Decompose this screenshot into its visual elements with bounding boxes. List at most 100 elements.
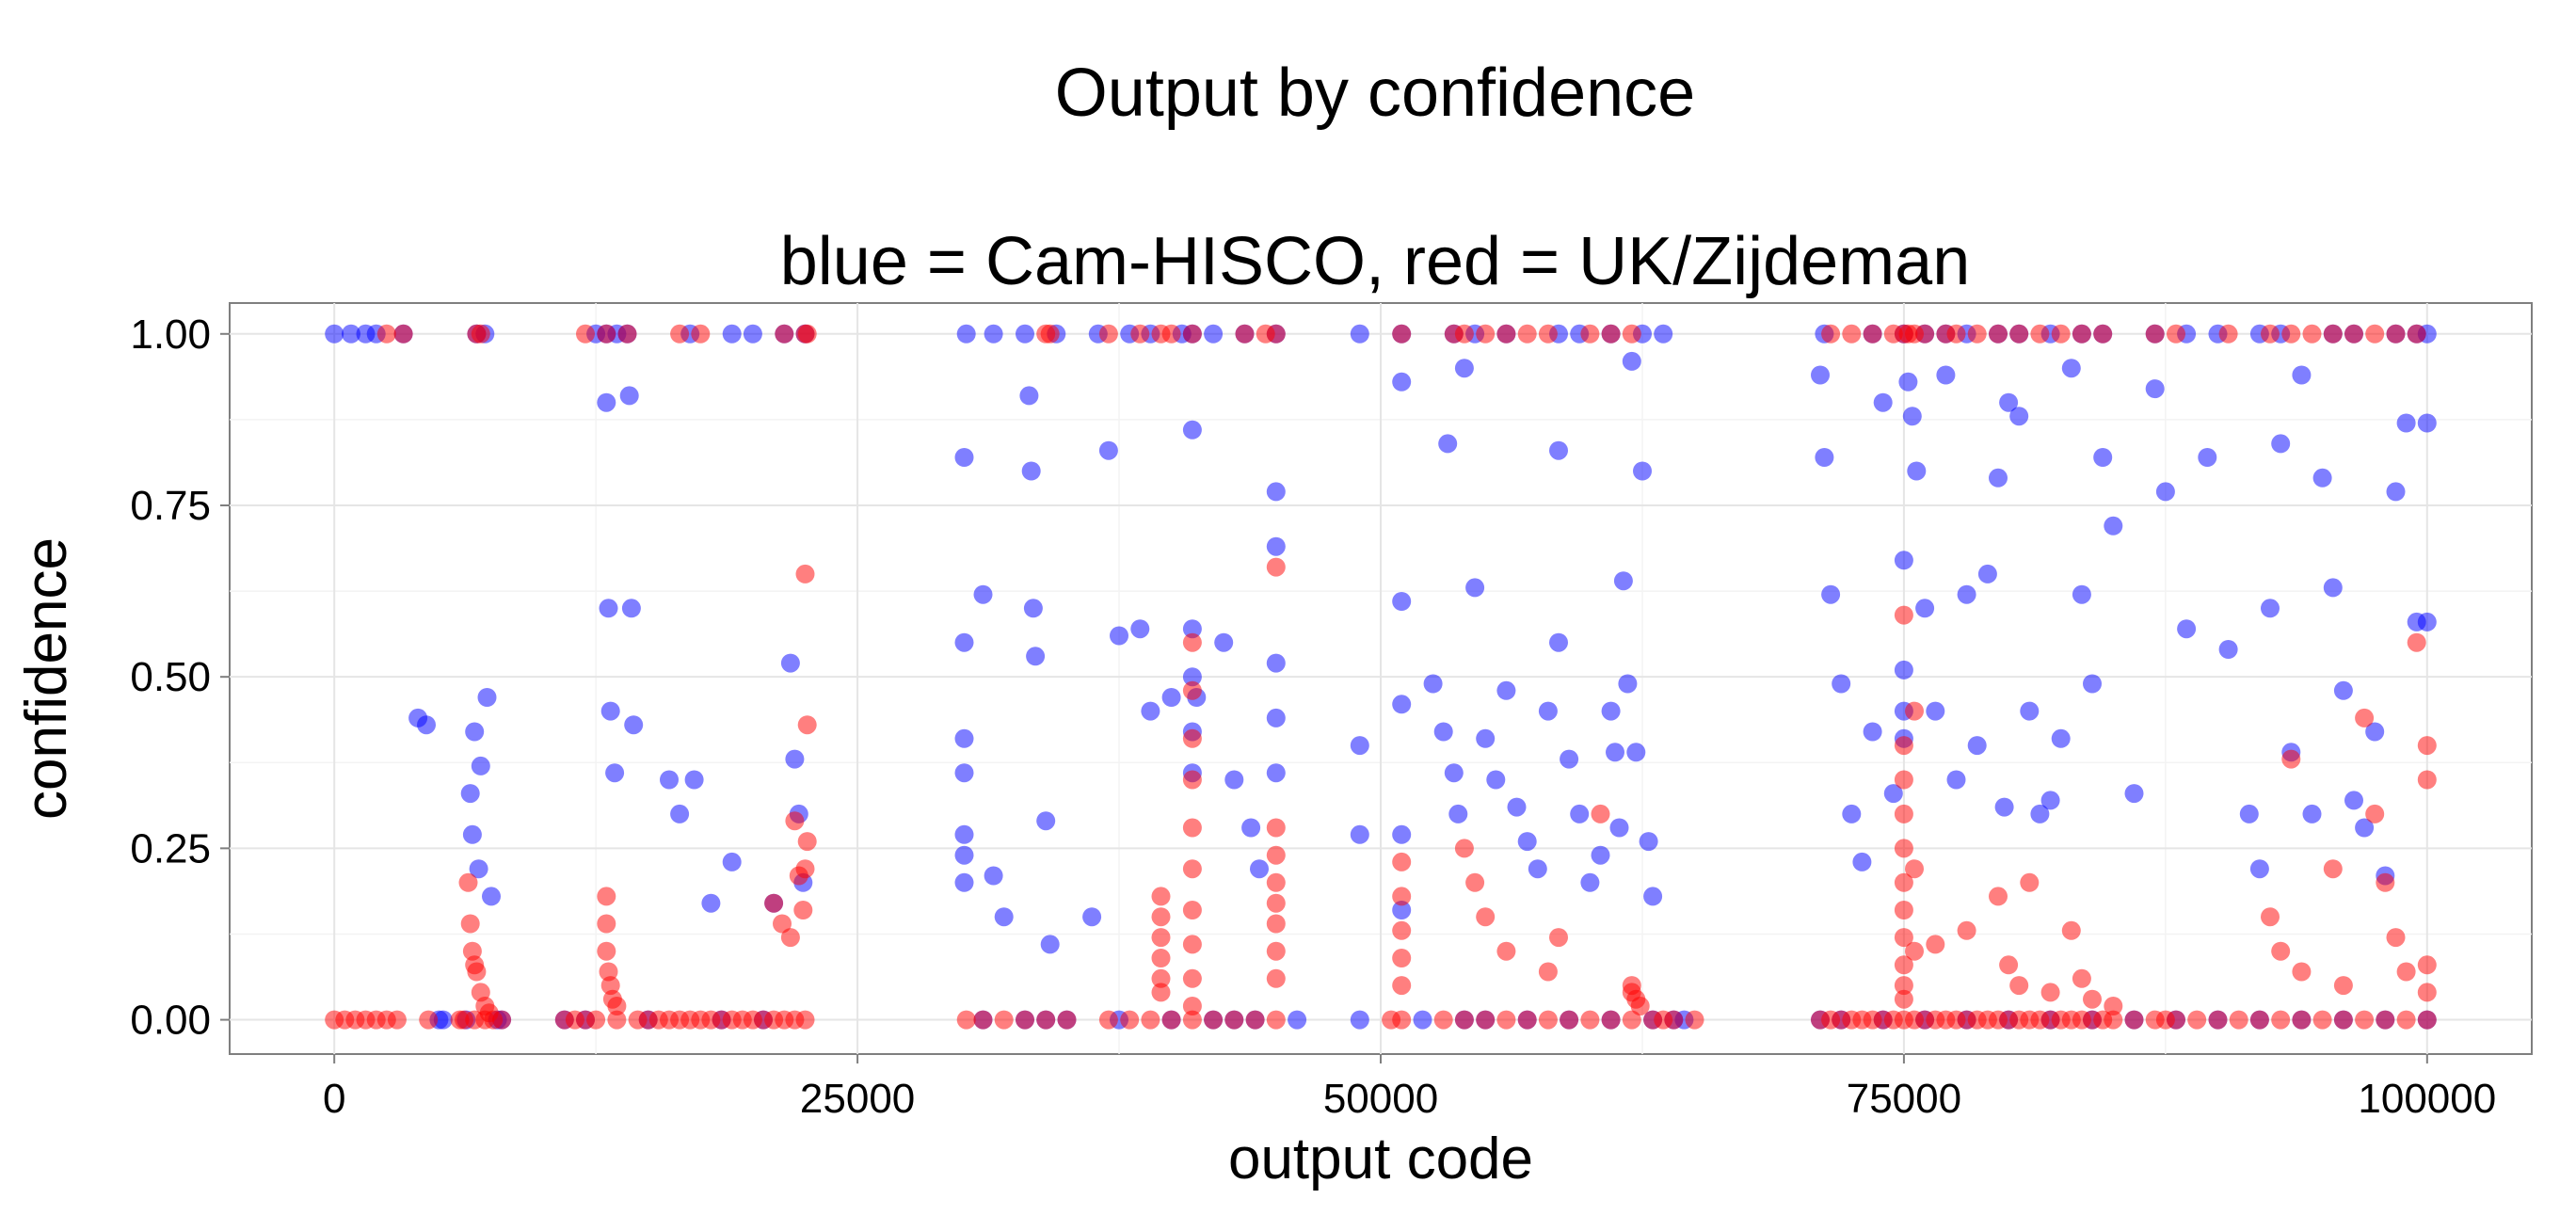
data-point <box>1685 1010 1704 1030</box>
data-point <box>1151 928 1171 948</box>
data-point <box>1476 907 1496 927</box>
data-point <box>797 324 817 344</box>
data-point <box>1151 949 1171 967</box>
data-point <box>2417 955 2437 975</box>
data-point <box>1182 818 1202 838</box>
data-point <box>1613 571 1633 591</box>
data-point <box>1448 804 1468 823</box>
data-point <box>1141 701 1160 721</box>
data-point <box>1266 845 1286 865</box>
data-point <box>1507 797 1527 817</box>
data-point <box>2386 482 2406 502</box>
data-point <box>1057 1010 1077 1030</box>
data-point <box>2030 324 2050 344</box>
data-point <box>1130 324 1150 344</box>
y-axis-label: confidence <box>14 537 79 820</box>
data-point <box>1915 599 1935 618</box>
data-point <box>2302 324 2322 344</box>
data-point <box>1266 872 1286 892</box>
data-point <box>1570 804 1590 823</box>
data-point <box>2249 859 2269 879</box>
data-point <box>1161 688 1181 707</box>
data-point <box>1120 1010 1140 1030</box>
data-point <box>793 901 813 919</box>
data-point <box>1350 1010 1369 1030</box>
data-point <box>1350 736 1369 756</box>
data-point <box>795 1010 815 1030</box>
y-axis-ticks: 0.00 0.25 0.50 0.75 1.00 <box>130 312 230 1044</box>
data-point <box>1936 365 1956 385</box>
data-point <box>1549 632 1568 652</box>
data-point <box>1863 722 1882 742</box>
data-point <box>376 324 396 344</box>
data-point <box>2167 324 2185 344</box>
data-point <box>2344 324 2363 344</box>
data-point <box>1250 859 1269 879</box>
y-tick-label: 0.25 <box>130 825 211 871</box>
data-point <box>2417 770 2437 790</box>
data-point <box>1392 887 1412 906</box>
data-point <box>1151 983 1171 1002</box>
data-point <box>460 784 480 804</box>
data-point <box>1023 599 1043 618</box>
data-point <box>1182 859 1202 879</box>
data-point <box>1957 584 1976 604</box>
data-point <box>1392 852 1412 871</box>
data-point <box>624 715 644 735</box>
data-point <box>1288 1010 1307 1030</box>
data-point <box>1350 824 1369 844</box>
data-point <box>1654 324 1673 344</box>
data-point <box>1454 324 1474 344</box>
data-point <box>1601 324 1621 344</box>
data-point <box>973 1010 993 1030</box>
data-point <box>2061 359 2081 378</box>
data-point <box>2417 413 2437 433</box>
data-point <box>1476 1010 1496 1030</box>
data-point <box>2407 632 2426 652</box>
data-point <box>2239 804 2259 823</box>
data-point <box>1182 667 1202 687</box>
data-point <box>2312 1010 2332 1030</box>
data-point <box>1444 763 1464 783</box>
data-point <box>1241 818 1261 838</box>
data-point <box>1040 935 1060 954</box>
data-point <box>576 324 595 344</box>
data-point <box>2407 324 2426 344</box>
data-point <box>2355 1010 2375 1030</box>
data-point <box>2030 804 2050 823</box>
data-point <box>2386 928 2406 948</box>
data-point <box>1821 584 1841 604</box>
data-point <box>2020 701 2040 721</box>
data-point <box>1549 928 1568 948</box>
data-point <box>2355 818 2375 838</box>
data-point <box>1266 968 1286 988</box>
data-point <box>605 763 625 783</box>
y-tick-label: 0.75 <box>130 483 211 529</box>
data-point <box>973 584 993 604</box>
data-point <box>1392 324 1412 344</box>
data-point <box>2093 324 2113 344</box>
data-point <box>1894 660 1913 679</box>
data-point <box>2271 434 2291 454</box>
data-point <box>1894 770 1913 790</box>
data-point <box>1894 928 1913 948</box>
data-point <box>1266 1010 1286 1030</box>
data-point <box>586 1010 606 1030</box>
data-point <box>2281 749 2301 769</box>
data-point <box>1204 1010 1224 1030</box>
data-point <box>956 1010 976 1030</box>
data-point <box>1224 1010 1244 1030</box>
data-point <box>1182 420 1202 440</box>
data-point <box>1082 907 1102 927</box>
data-point <box>2249 1010 2269 1030</box>
data-point <box>1392 901 1412 919</box>
data-point <box>785 811 805 831</box>
data-point <box>1433 722 1453 742</box>
data-point <box>1591 804 1610 823</box>
data-point <box>1021 461 1041 481</box>
data-point <box>1977 564 1997 584</box>
data-point <box>1465 578 1485 598</box>
data-point <box>1946 324 1966 344</box>
data-point <box>954 632 974 652</box>
